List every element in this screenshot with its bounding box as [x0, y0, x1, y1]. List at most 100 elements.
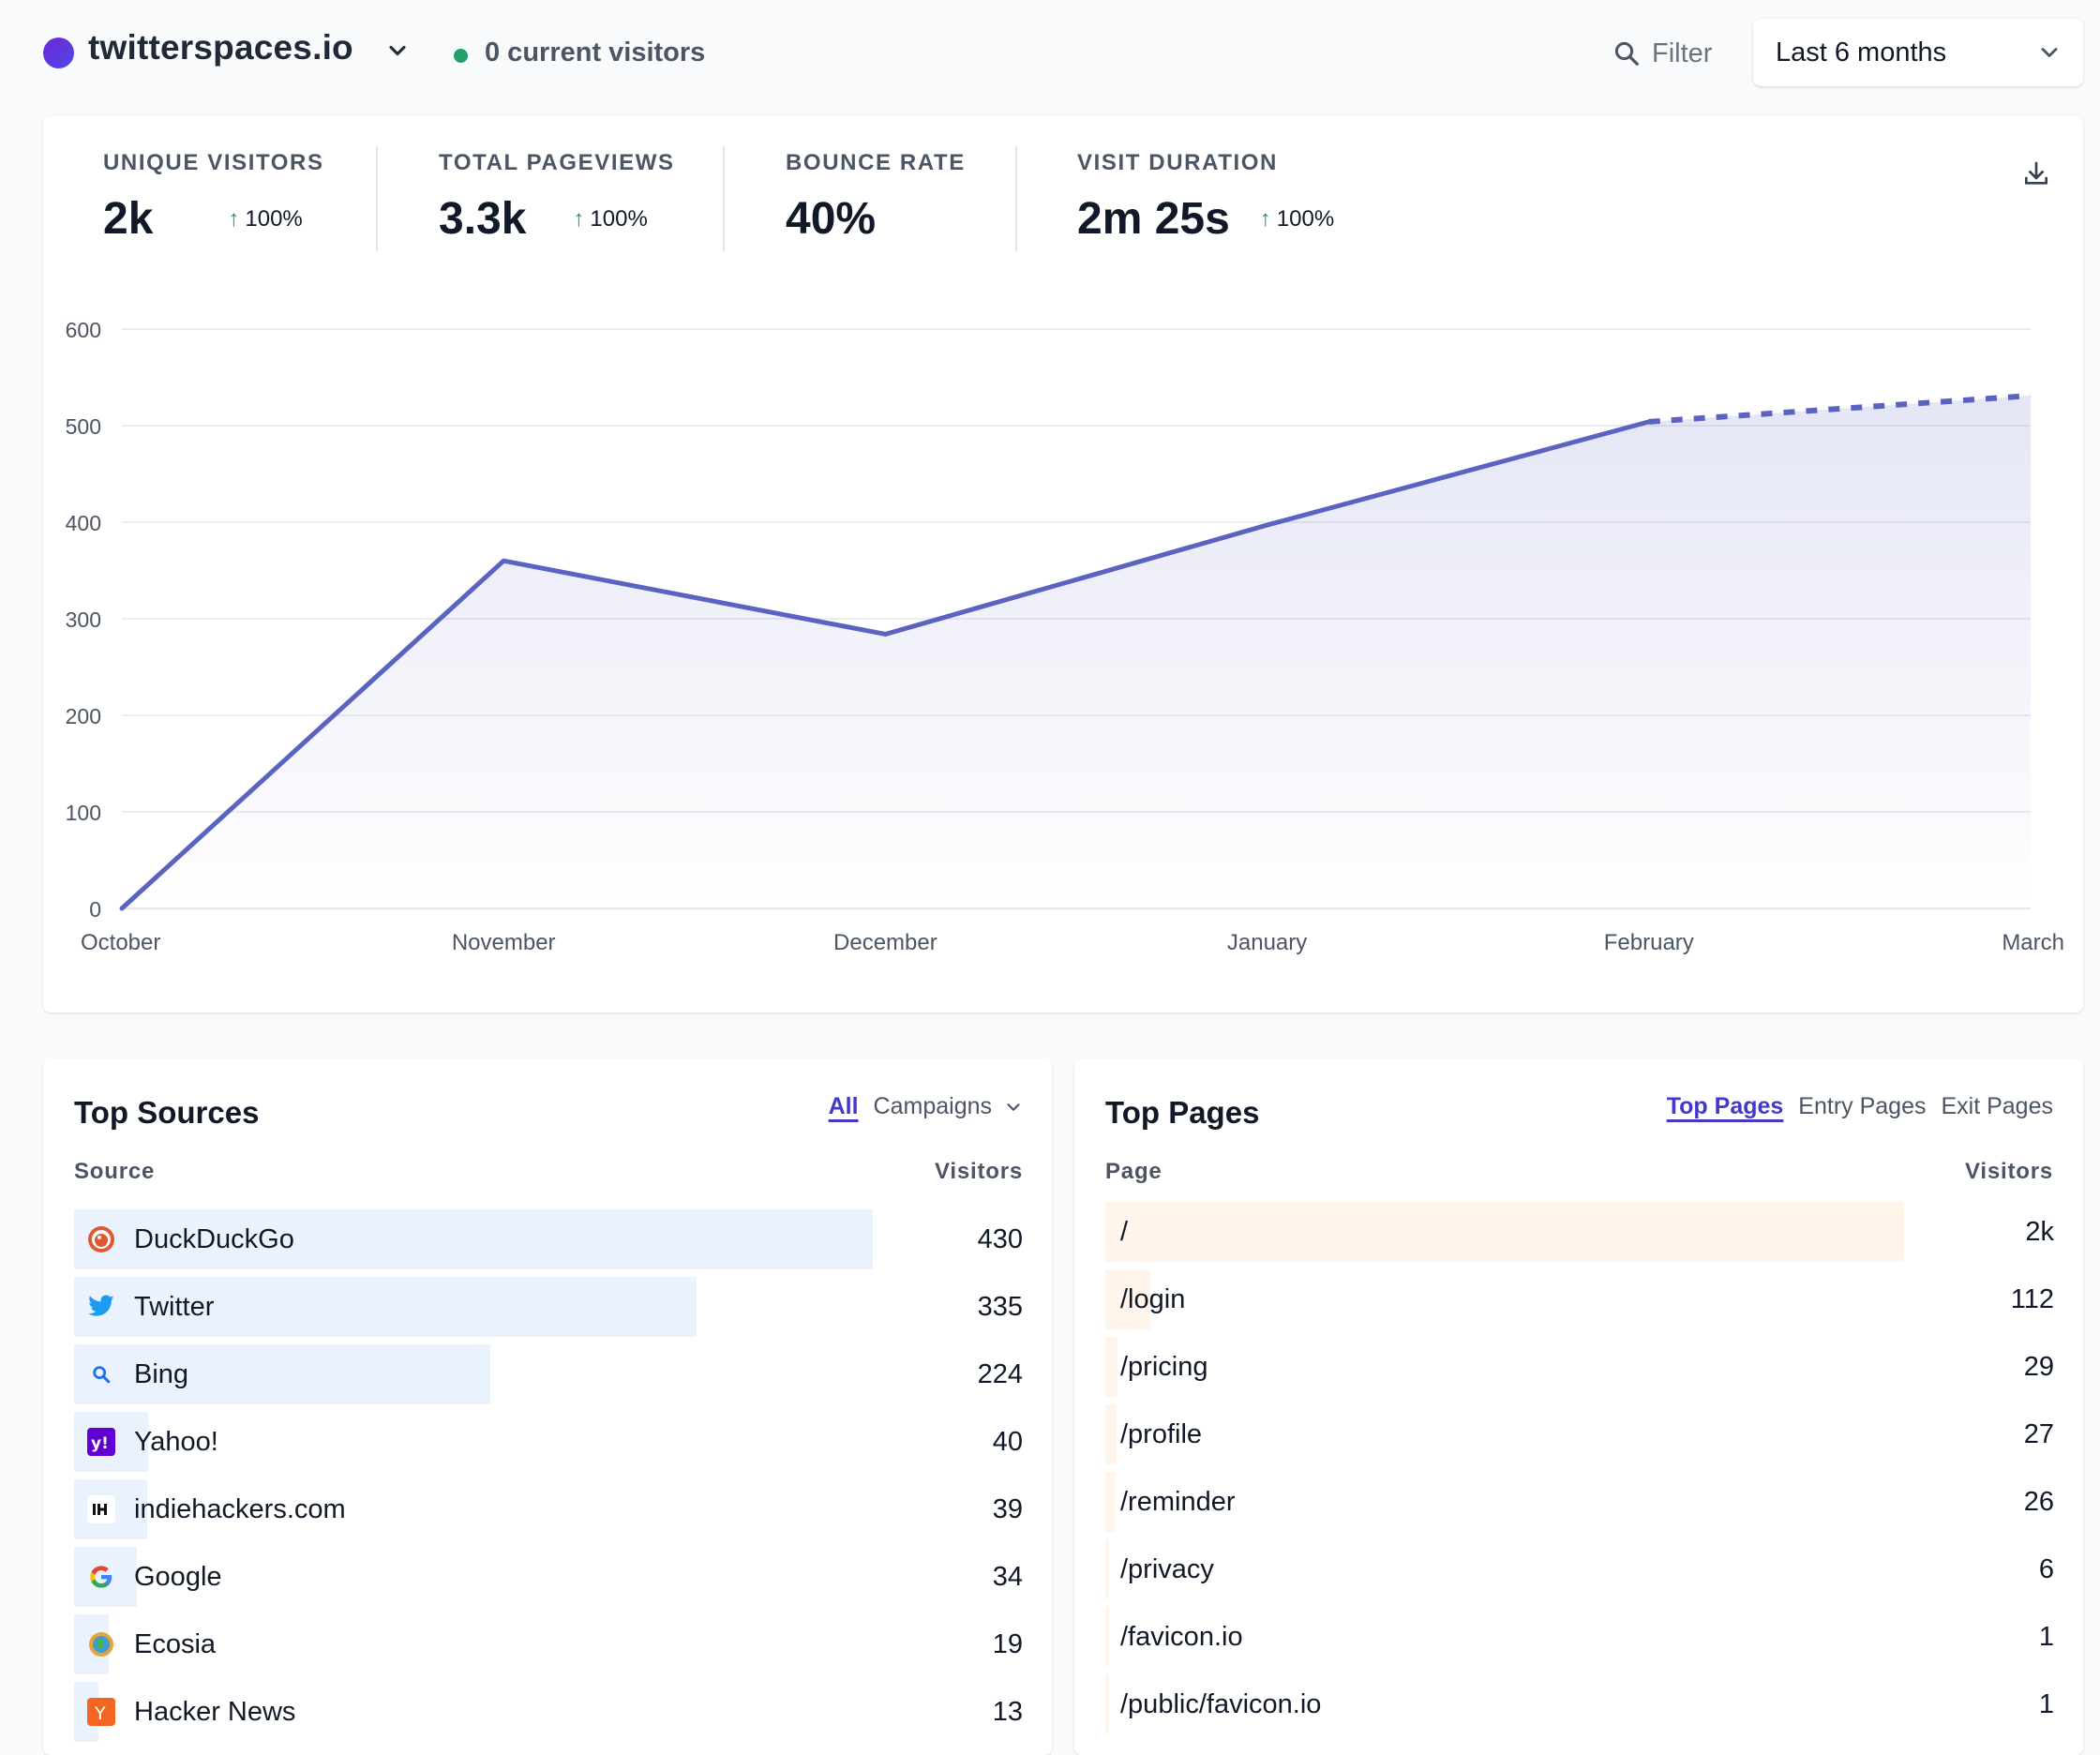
yahoo-icon: y! [87, 1428, 115, 1456]
tab-all[interactable]: All [828, 1093, 859, 1119]
page-path: /reminder [1120, 1487, 1236, 1517]
site-switcher-name[interactable]: twitterspaces.io [88, 28, 353, 67]
source-name: Yahoo! [134, 1427, 218, 1457]
source-row-hackernews[interactable]: Y Hacker News 13 [74, 1682, 1023, 1742]
y-tick-label: 600 [66, 318, 101, 342]
x-tick-label: October [81, 930, 160, 955]
visitors-line-chart: 0 100 200 300 400 500 600 October November Decem… [66, 318, 2064, 955]
source-row-indiehackers[interactable]: indiehackers.com 39 [74, 1479, 1023, 1539]
source-row-twitter[interactable]: Twitter 335 [74, 1277, 1023, 1337]
arrow-up-icon: ↑ [228, 205, 240, 232]
page-row[interactable]: /reminder 26 [1105, 1472, 2054, 1532]
page-row[interactable]: /privacy 6 [1105, 1539, 2054, 1599]
page-bar [1105, 1607, 1109, 1667]
stat-change: ↑ 100% [228, 206, 302, 232]
stat-change-value: 100% [590, 205, 648, 232]
y-tick-label: 400 [66, 511, 101, 535]
page-row[interactable]: /public/favicon.io 1 [1105, 1674, 2054, 1734]
arrow-up-icon: ↑ [1259, 205, 1271, 232]
tab-entry-pages[interactable]: Entry Pages [1798, 1093, 1927, 1119]
stat-change-value: 100% [1276, 205, 1335, 232]
source-visitors: 13 [992, 1697, 1023, 1727]
page-visitors: 1 [2038, 1622, 2054, 1652]
page-visitors: 112 [2010, 1284, 2054, 1314]
stat-label: TOTAL PAGEVIEWS [439, 150, 675, 175]
tab-top-pages[interactable]: Top Pages [1666, 1093, 1784, 1119]
source-visitors: 335 [977, 1292, 1023, 1322]
stat-divider [1015, 146, 1017, 251]
live-indicator-dot [454, 49, 468, 63]
indiehackers-icon [87, 1495, 115, 1523]
page-row[interactable]: / 2k [1105, 1202, 2054, 1262]
chevron-down-icon[interactable] [384, 38, 411, 64]
chevron-down-icon [2041, 48, 2058, 57]
y-tick-label: 100 [66, 801, 101, 825]
column-header-visitors: Visitors [935, 1159, 1023, 1184]
source-row-ecosia[interactable]: Ecosia 19 [74, 1614, 1023, 1674]
source-row-duckduckgo[interactable]: DuckDuckGo 430 [74, 1209, 1023, 1269]
page-bar [1105, 1472, 1117, 1532]
page-row[interactable]: /favicon.io 1 [1105, 1607, 2054, 1667]
top-sources-list: DuckDuckGo 430 Twitter 335 Bing 224 y! Y… [74, 1209, 1023, 1749]
tab-campaigns[interactable]: Campaigns [874, 1093, 1024, 1120]
period-select[interactable]: Last 6 months [1753, 19, 2083, 86]
page-bar [1105, 1337, 1118, 1397]
page-visitors: 1 [2038, 1689, 2054, 1719]
visitors-line-incomplete [1648, 393, 2032, 425]
stat-value: 2m 25s [1077, 194, 1230, 244]
filter-button[interactable]: Filter [1612, 32, 1712, 75]
page-visitors: 29 [2023, 1352, 2054, 1382]
ecosia-icon [87, 1630, 115, 1658]
page-row[interactable]: /login 112 [1105, 1269, 2054, 1329]
stat-bounce-rate[interactable]: BOUNCE RATE 40% [786, 150, 966, 245]
source-row-bing[interactable]: Bing 224 [74, 1344, 1023, 1404]
stat-value: 2k [103, 194, 154, 244]
page-row[interactable]: /pricing 29 [1105, 1337, 2054, 1397]
source-bar [74, 1277, 697, 1337]
page-path: /favicon.io [1120, 1622, 1243, 1652]
download-icon[interactable] [2021, 159, 2051, 189]
top-pages-list: / 2k /login 112 /pricing 29 /profile 27 … [1105, 1202, 2054, 1742]
page-visitors: 27 [2023, 1419, 2054, 1449]
source-name: Twitter [134, 1292, 215, 1322]
source-visitors: 430 [977, 1224, 1023, 1254]
page-row[interactable]: /profile 27 [1105, 1404, 2054, 1464]
svg-text:Y: Y [94, 1703, 106, 1724]
google-icon [87, 1563, 115, 1591]
stat-change: ↑ 100% [573, 206, 647, 232]
page-bar [1105, 1674, 1109, 1734]
stat-value: 40% [786, 194, 877, 244]
stat-unique-visitors[interactable]: UNIQUE VISITORS 2k ↑ 100% [103, 150, 324, 245]
site-favicon-dot[interactable] [43, 38, 74, 68]
top-sources-title: Top Sources [74, 1095, 260, 1130]
current-visitors-link[interactable]: 0 current visitors [485, 38, 706, 68]
duckduckgo-icon [87, 1225, 115, 1253]
source-visitors: 19 [992, 1629, 1023, 1659]
source-bar [74, 1209, 873, 1269]
source-row-yahoo[interactable]: y! Yahoo! 40 [74, 1412, 1023, 1472]
stat-visit-duration[interactable]: VISIT DURATION 2m 25s ↑ 100% [1077, 150, 1334, 245]
tab-campaigns-label: Campaigns [873, 1093, 992, 1119]
stat-total-pageviews[interactable]: TOTAL PAGEVIEWS 3.3k ↑ 100% [439, 150, 675, 245]
stat-value: 3.3k [439, 194, 527, 244]
source-name: Bing [134, 1359, 189, 1389]
top-sources-panel: Top Sources All Campaigns Source Visitor… [43, 1059, 1052, 1755]
y-tick-label: 500 [66, 414, 101, 439]
source-visitors: 34 [992, 1562, 1023, 1592]
stat-divider [723, 146, 725, 251]
tab-exit-pages[interactable]: Exit Pages [1941, 1093, 2053, 1119]
source-name: indiehackers.com [134, 1494, 346, 1524]
source-name: DuckDuckGo [134, 1224, 294, 1254]
stat-change: ↑ 100% [1260, 206, 1334, 232]
page-bar [1105, 1539, 1109, 1599]
filter-label: Filter [1652, 38, 1713, 68]
hackernews-icon: Y [87, 1698, 115, 1726]
page-visitors: 6 [2038, 1554, 2054, 1584]
y-tick-label: 200 [66, 704, 101, 728]
page-path: /privacy [1120, 1554, 1214, 1584]
top-pages-panel: Top Pages Top Pages Entry Pages Exit Pag… [1074, 1059, 2083, 1755]
source-row-google[interactable]: Google 34 [74, 1547, 1023, 1607]
pages-tabs: Top Pages Entry Pages Exit Pages [1667, 1093, 2053, 1120]
column-header-visitors: Visitors [1965, 1159, 2053, 1184]
source-name: Ecosia [134, 1629, 217, 1659]
